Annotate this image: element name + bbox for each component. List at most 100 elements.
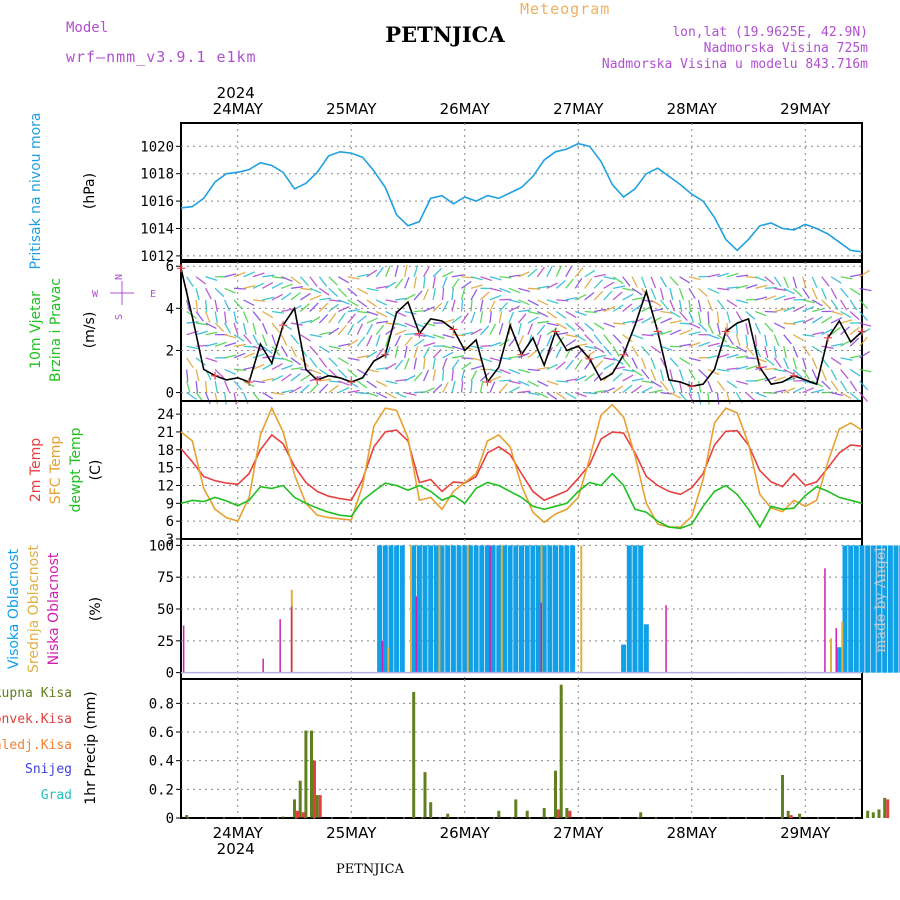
- wind-barb: [309, 383, 319, 394]
- precip-bar-0: [883, 797, 887, 818]
- wind-barb: [821, 328, 833, 336]
- wind-barb: [764, 276, 775, 285]
- wind-barb: [631, 296, 645, 301]
- wind-barb: [555, 346, 562, 359]
- wind-barb: [603, 334, 612, 345]
- wind-barb: [375, 266, 384, 278]
- wind-barb: [318, 368, 330, 377]
- precip-ytick-label: 0: [166, 811, 174, 827]
- wind-barb: [849, 354, 863, 359]
- wind-barb: [442, 345, 455, 350]
- wind-barb: [574, 294, 587, 301]
- wind-barb: [441, 368, 445, 382]
- wind-barb: [404, 374, 416, 382]
- wind-barb: [214, 287, 225, 298]
- wind-barb: [347, 313, 356, 324]
- wind-barb: [376, 320, 389, 324]
- wind-barb: [859, 380, 869, 391]
- wind-barb: [432, 276, 436, 289]
- wind-barb: [375, 347, 385, 359]
- wind-barb: [660, 330, 673, 336]
- cloud-bar-0: [473, 545, 479, 673]
- wind-barb: [802, 334, 815, 338]
- wind-barb: [366, 317, 378, 324]
- precip-bar-0: [429, 802, 433, 818]
- wind-gust-marker: [279, 321, 288, 330]
- cloud-bar-0: [394, 545, 400, 673]
- wind-barb: [290, 386, 302, 394]
- wind-barb: [802, 299, 815, 304]
- wind-barb: [300, 319, 313, 324]
- wind-barb: [281, 357, 293, 363]
- cloud-bar-2: [381, 640, 384, 673]
- wind-barb: [603, 276, 616, 280]
- wind-barb: [802, 357, 807, 370]
- wind-barb: [489, 323, 497, 335]
- temp-ytick-label: 21: [157, 425, 174, 441]
- precip-legend-4: Grad: [41, 788, 72, 803]
- wind-barb: [631, 317, 644, 324]
- wind-barb: [613, 322, 626, 325]
- temp-ytick-label: 24: [157, 407, 174, 423]
- wind-barb: [792, 276, 798, 289]
- wind-barb: [821, 316, 833, 324]
- wind-barb: [669, 329, 682, 336]
- precip-bar-0: [525, 810, 529, 818]
- wind-barb: [422, 357, 426, 370]
- wind-barb: [669, 310, 681, 318]
- wind-barb: [669, 380, 676, 393]
- cloud-bar-0: [388, 545, 394, 673]
- wind-barb: [337, 368, 348, 379]
- cloud-bar-0: [553, 545, 558, 673]
- wind-barb: [546, 363, 558, 370]
- wind-barb: [802, 306, 815, 313]
- wind-barb: [536, 334, 542, 347]
- wind-barb: [375, 324, 385, 336]
- wind-barb: [755, 310, 767, 317]
- wind-barb: [290, 373, 301, 382]
- wind-panel: 0 2 4 6: [166, 259, 872, 405]
- cloud-bar-0: [422, 545, 428, 673]
- wind-barb: [451, 334, 465, 337]
- cloud-bar-1: [500, 545, 503, 673]
- wind-barb: [423, 387, 435, 394]
- wind-barb: [641, 345, 650, 356]
- wind-barb: [774, 308, 787, 313]
- wind-barb: [195, 311, 204, 322]
- wind-barb: [527, 310, 540, 315]
- cloud-bar-0: [456, 545, 462, 673]
- wind-barb: [792, 368, 803, 378]
- meteogram-label: Meteogram: [520, 0, 611, 18]
- precip-bar-1: [789, 815, 793, 818]
- wind-barb: [517, 313, 527, 324]
- precip-legend-0: Ukupna Kisa: [0, 686, 72, 701]
- wind-barb: [489, 357, 502, 362]
- wind-barb: [840, 287, 849, 298]
- wind-barb: [575, 310, 587, 317]
- wind-barb: [518, 271, 530, 278]
- wind-barb: [281, 283, 293, 289]
- wind-barb: [252, 322, 257, 335]
- precip-bar-0: [412, 691, 416, 818]
- wind-barb: [631, 303, 643, 313]
- wind-barb: [489, 381, 496, 393]
- wind-barb: [584, 291, 595, 301]
- wind-barb: [337, 325, 347, 336]
- wind-barb: [186, 357, 194, 369]
- wind-barb: [679, 343, 692, 347]
- wind-barb: [441, 381, 449, 393]
- wind-barb: [783, 296, 796, 301]
- wind-barb: [697, 322, 708, 333]
- station-title: PETNJICA: [0, 22, 900, 47]
- wind-barb: [555, 322, 568, 330]
- cloud-bar-1: [410, 545, 412, 673]
- wind-barb: [233, 343, 246, 347]
- wind-barb: [299, 276, 309, 287]
- precip-bar-0: [639, 812, 643, 818]
- wind-barb: [840, 368, 849, 380]
- wind-barb: [527, 368, 540, 372]
- wind-barb: [650, 345, 662, 354]
- cloud-bar-1: [580, 545, 583, 673]
- wind-barb: [319, 378, 332, 382]
- precip-bar-1: [568, 810, 572, 818]
